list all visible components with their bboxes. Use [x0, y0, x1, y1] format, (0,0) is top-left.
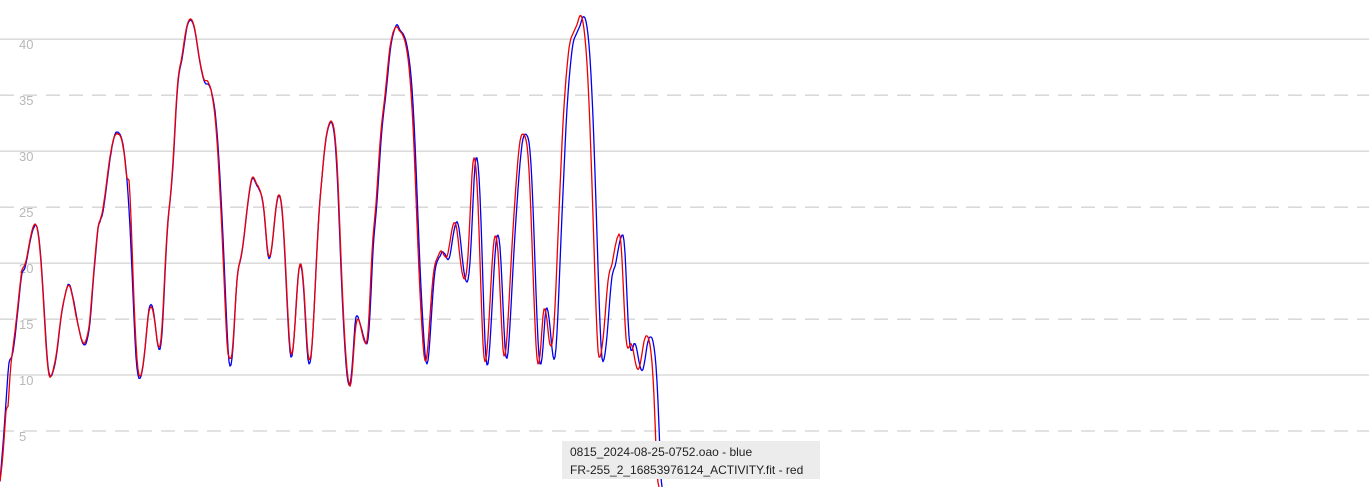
series-line-red — [0, 15, 660, 487]
grid — [0, 38, 1369, 432]
y-tick-label: 15 — [19, 317, 33, 332]
series-line-blue — [0, 16, 663, 487]
y-tick-label: 25 — [19, 205, 33, 220]
series-lines — [0, 15, 663, 487]
legend-item-blue: 0815_2024-08-25-0752.oao - blue — [570, 445, 753, 459]
y-tick-label: 35 — [19, 93, 33, 108]
legend: 0815_2024-08-25-0752.oao - blue FR-255_2… — [562, 441, 820, 479]
y-tick-label: 10 — [19, 373, 33, 388]
legend-item-red: FR-255_2_16853976124_ACTIVITY.fit - red — [570, 463, 804, 477]
y-tick-label: 5 — [19, 429, 26, 444]
y-tick-label: 40 — [19, 37, 33, 52]
y-tick-label: 30 — [19, 149, 33, 164]
